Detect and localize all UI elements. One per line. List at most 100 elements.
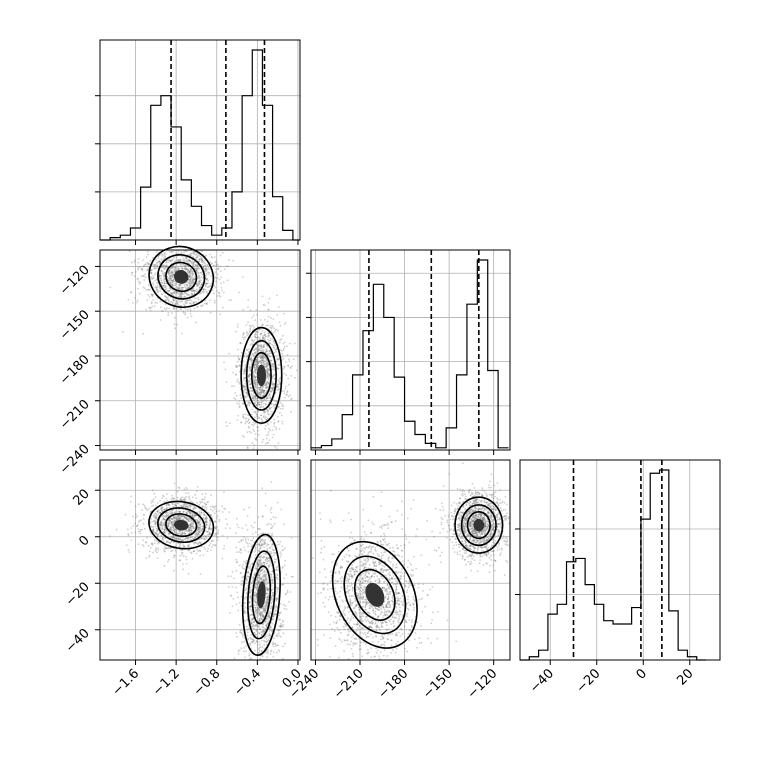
sample-point	[267, 308, 270, 311]
sample-point	[246, 334, 249, 337]
sample-point	[264, 417, 266, 420]
sample-point	[263, 392, 266, 395]
sample-point	[267, 378, 270, 381]
sample-point	[215, 280, 217, 283]
sample-point	[163, 281, 166, 284]
sample-point	[185, 503, 187, 506]
sample-point	[224, 368, 227, 371]
sample-point	[259, 393, 261, 396]
sample-point	[196, 282, 198, 285]
sample-point	[262, 400, 264, 402]
sample-point	[197, 522, 200, 525]
sample-point	[190, 268, 193, 271]
sample-point	[253, 401, 256, 404]
sample-point	[226, 537, 229, 539]
sample-point	[283, 347, 285, 350]
sample-point	[275, 400, 278, 403]
sample-point	[194, 536, 197, 539]
sample-point	[160, 258, 163, 261]
sample-point	[248, 365, 251, 368]
sample-point	[236, 419, 239, 421]
sample-point	[167, 532, 170, 535]
sample-point	[180, 332, 183, 335]
sample-point	[190, 292, 193, 295]
sample-point	[205, 272, 208, 275]
sample-point	[171, 266, 174, 268]
sample-point	[179, 263, 182, 266]
sample-point	[184, 267, 187, 270]
sample-point	[260, 414, 262, 417]
sample-point	[265, 397, 268, 400]
sample-point	[189, 278, 192, 281]
sample-point	[257, 349, 259, 352]
sample-point	[233, 577, 235, 580]
sample-point	[192, 289, 194, 291]
sample-point	[157, 533, 160, 535]
sample-point	[172, 278, 175, 281]
sample-point	[269, 324, 272, 327]
sample-point	[173, 261, 176, 263]
sample-point	[155, 286, 157, 289]
sample-point	[266, 350, 268, 353]
sample-point	[163, 251, 166, 254]
sample-point	[262, 405, 265, 408]
sample-point	[170, 274, 172, 277]
sample-point	[180, 264, 182, 267]
sample-point	[176, 286, 179, 288]
sample-point	[130, 527, 133, 529]
sample-point	[277, 388, 280, 391]
sample-point	[162, 495, 165, 498]
sample-point	[187, 268, 190, 271]
sample-point	[171, 284, 174, 286]
sample-point	[174, 292, 177, 295]
sample-point	[202, 288, 205, 291]
sample-point	[179, 288, 182, 291]
sample-point	[205, 274, 207, 277]
sample-point	[192, 301, 195, 303]
sample-point	[159, 306, 162, 309]
sample-point	[204, 284, 207, 287]
sample-point	[248, 401, 251, 404]
sample-point	[275, 350, 277, 353]
sample-point	[244, 382, 246, 385]
sample-point	[264, 403, 267, 406]
sample-point	[161, 293, 164, 296]
sample-point	[249, 367, 252, 370]
sample-point	[191, 525, 194, 528]
sample-point	[129, 501, 132, 503]
sample-point	[283, 577, 285, 580]
sample-point	[163, 295, 166, 298]
sample-point	[254, 433, 257, 435]
sample-point	[255, 372, 257, 374]
sample-point	[159, 499, 162, 502]
sample-point	[238, 381, 240, 384]
sample-point	[205, 282, 208, 284]
sample-point	[182, 544, 185, 546]
sample-point	[171, 272, 174, 274]
sample-point	[186, 488, 189, 490]
sample-point	[229, 612, 231, 614]
sample-point	[277, 378, 280, 381]
sample-point	[188, 282, 191, 285]
sample-point	[172, 256, 175, 259]
sample-point	[163, 531, 166, 534]
sample-point	[190, 552, 193, 555]
sample-point	[152, 528, 155, 530]
sample-point	[134, 531, 137, 534]
sample-point	[155, 547, 157, 549]
sample-point	[173, 554, 176, 557]
sample-point	[173, 569, 175, 572]
sample-point	[203, 290, 206, 293]
sample-point	[274, 349, 277, 351]
sample-point	[192, 522, 195, 525]
sample-point	[235, 330, 238, 333]
sample-point	[280, 622, 282, 625]
sample-point	[267, 433, 270, 436]
sample-point	[259, 319, 262, 321]
sample-point	[271, 338, 274, 341]
sample-point	[264, 424, 267, 427]
sample-point	[181, 286, 184, 289]
sample-point	[176, 490, 179, 493]
sample-point	[261, 441, 264, 443]
sample-point	[223, 507, 226, 510]
